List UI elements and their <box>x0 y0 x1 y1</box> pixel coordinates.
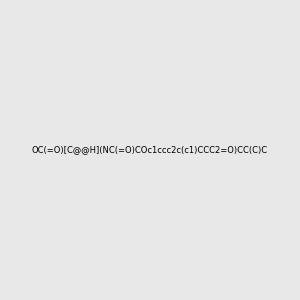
Text: OC(=O)[C@@H](NC(=O)COc1ccc2c(c1)CCC2=O)CC(C)C: OC(=O)[C@@H](NC(=O)COc1ccc2c(c1)CCC2=O)C… <box>32 146 268 154</box>
